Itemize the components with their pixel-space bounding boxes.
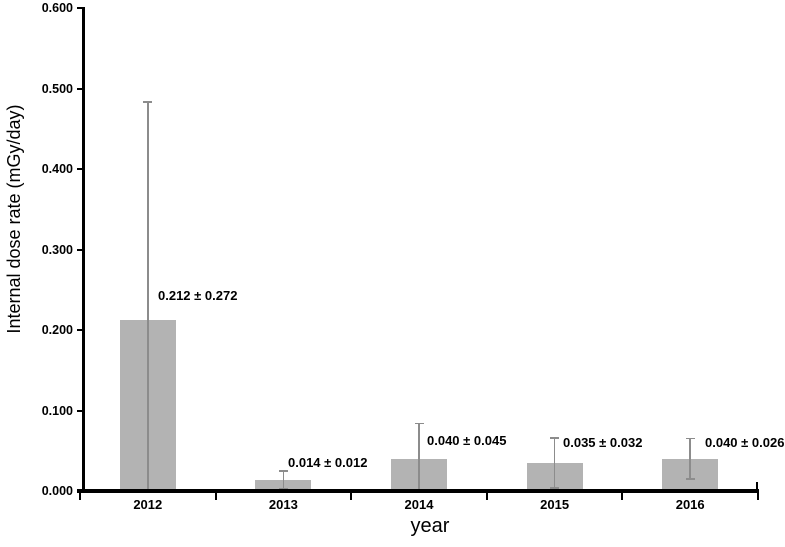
error-bar-cap-top-2012 bbox=[143, 101, 153, 103]
x-axis-line bbox=[77, 489, 759, 493]
y-tick-mark bbox=[77, 409, 84, 412]
x-axis-end-tick bbox=[756, 482, 758, 489]
value-label-2015: 0.035 ± 0.032 bbox=[563, 435, 643, 450]
x-tick-label-2016: 2016 bbox=[675, 497, 705, 512]
x-tick-mark bbox=[79, 493, 81, 500]
error-bar-cap-top-2014 bbox=[414, 422, 424, 425]
error-bar-line-2013 bbox=[282, 470, 285, 490]
y-tick-label: 0.500 bbox=[41, 81, 73, 96]
x-tick-label-2012: 2012 bbox=[133, 497, 163, 512]
error-bar-cap-bottom-2015 bbox=[550, 487, 560, 489]
x-tick-mark bbox=[350, 493, 353, 500]
y-tick-mark bbox=[77, 248, 84, 251]
y-tick-label: 0.400 bbox=[41, 162, 73, 176]
y-tick-mark bbox=[77, 168, 84, 170]
y-tick-mark bbox=[77, 329, 84, 331]
y-tick-mark bbox=[77, 87, 84, 90]
x-tick-label-2013: 2013 bbox=[268, 497, 298, 512]
value-label-2016: 0.040 ± 0.026 bbox=[705, 435, 785, 450]
error-bar-line-2014 bbox=[418, 422, 420, 491]
value-label-2013: 0.014 ± 0.012 bbox=[288, 455, 368, 470]
error-bar-cap-top-2016 bbox=[685, 437, 695, 440]
error-bar-line-2016 bbox=[689, 437, 691, 480]
y-tick-label: 0.200 bbox=[41, 323, 73, 337]
y-tick-label: 0.600 bbox=[41, 1, 73, 15]
value-label-2014: 0.040 ± 0.045 bbox=[427, 433, 507, 448]
y-axis-line bbox=[82, 7, 85, 493]
error-bar-cap-bottom-2016 bbox=[685, 478, 695, 480]
y-tick-label: 0.300 bbox=[41, 242, 73, 257]
error-bar-line-2015 bbox=[553, 437, 556, 489]
x-axis-title: year bbox=[410, 515, 450, 537]
x-tick-mark bbox=[621, 493, 624, 500]
error-bar-cap-bottom-2013 bbox=[278, 487, 288, 490]
x-tick-mark bbox=[214, 493, 217, 500]
y-tick-mark bbox=[77, 7, 84, 9]
value-label-2012: 0.212 ± 0.272 bbox=[158, 288, 238, 303]
error-bar-cap-top-2015 bbox=[550, 437, 560, 439]
x-tick-label-2014: 2014 bbox=[404, 497, 434, 512]
x-tick-mark bbox=[485, 493, 488, 500]
x-tick-label-2015: 2015 bbox=[540, 497, 570, 512]
y-tick-label: 0.100 bbox=[41, 403, 73, 418]
y-tick-label: 0.000 bbox=[41, 484, 73, 498]
x-tick-mark bbox=[757, 493, 759, 500]
error-bar-cap-top-2013 bbox=[278, 470, 288, 472]
error-bar-line-2012 bbox=[147, 101, 149, 491]
